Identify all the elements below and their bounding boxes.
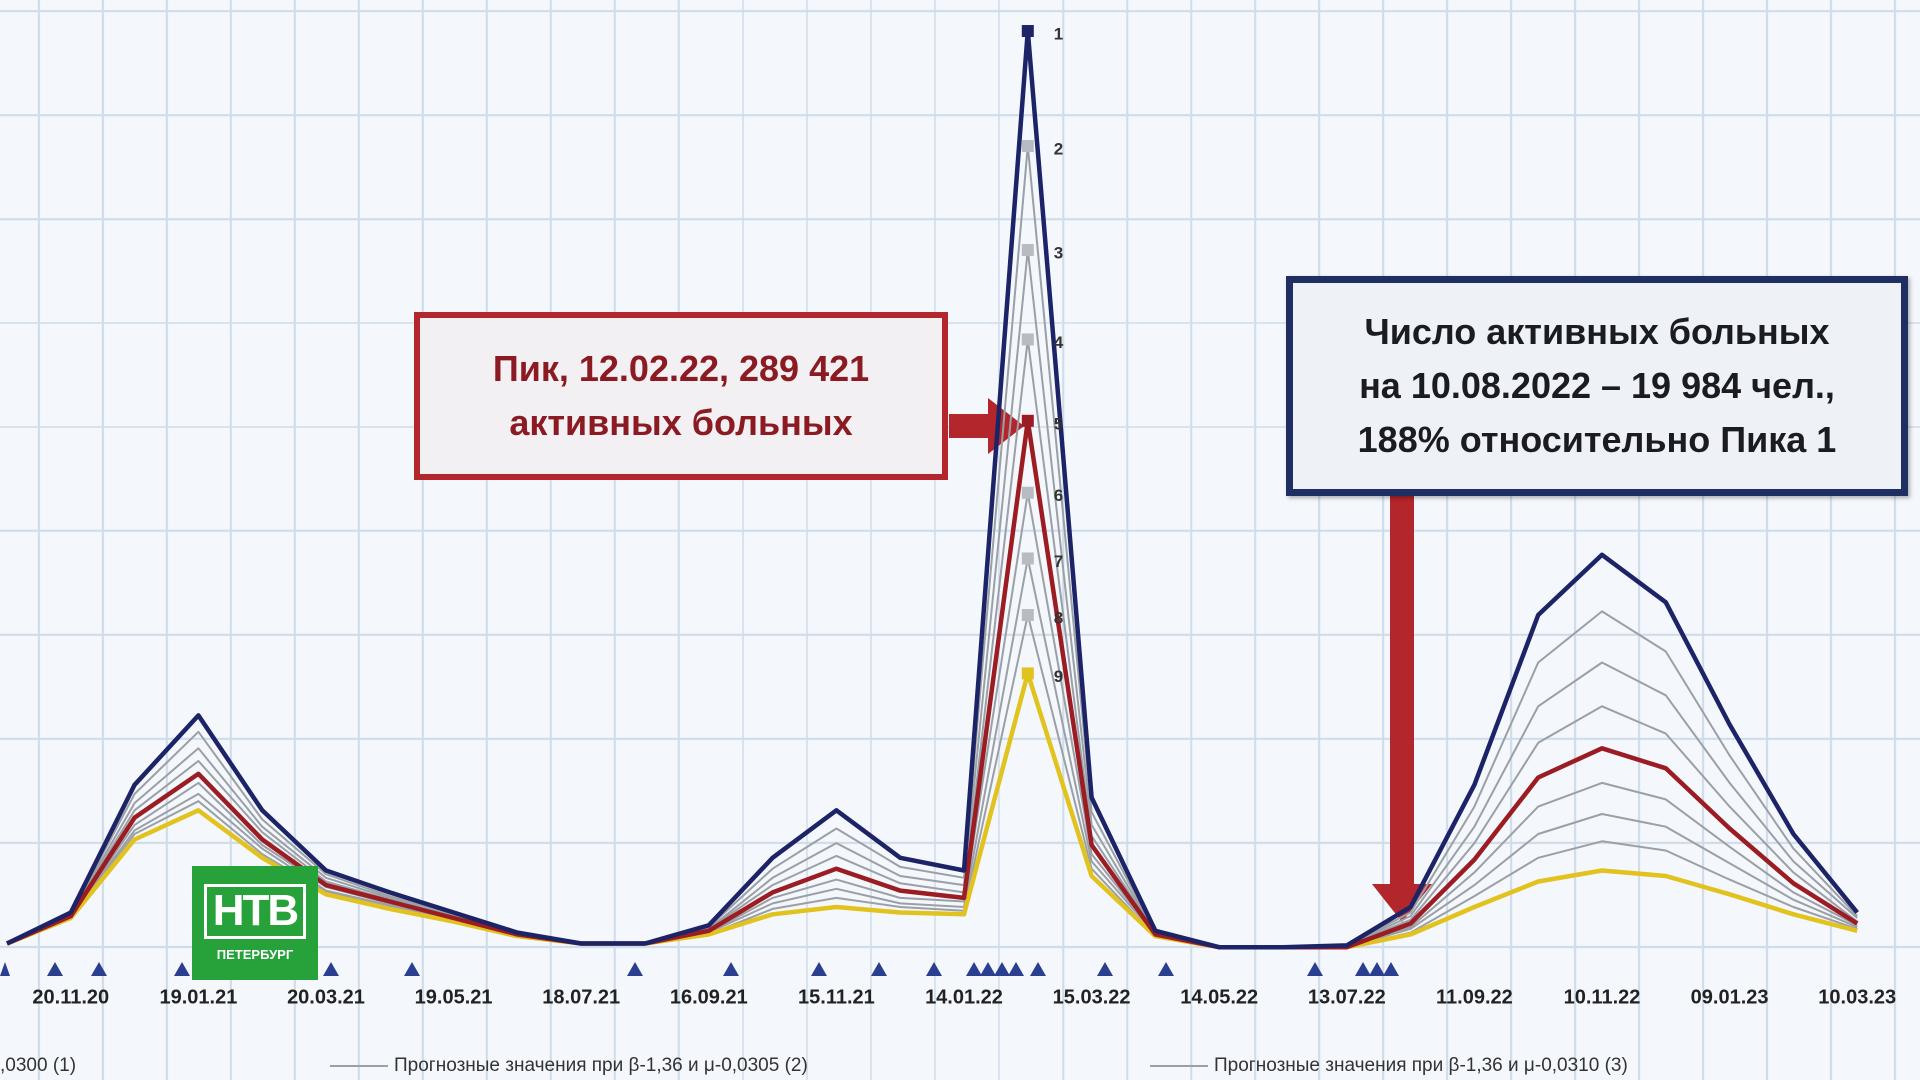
x-tick-label: 15.03.22 [1053, 986, 1131, 1008]
x-tick-label: 20.03.21 [287, 986, 365, 1008]
x-tick-label: 19.05.21 [415, 986, 493, 1008]
x-tick-label: 10.03.23 [1818, 986, 1896, 1008]
channel-logo: НТВ ПЕТЕРБУРГ [192, 866, 318, 980]
series-line [6, 145, 1858, 949]
event-markers [0, 962, 1399, 976]
x-tick-label: 19.01.21 [159, 986, 237, 1008]
peak-label: 5 [1054, 414, 1063, 433]
peak-callout: Пик, 12.02.22, 289 421 активных больных [414, 312, 948, 480]
peak-label: 4 [1054, 333, 1064, 352]
x-tick-label: 15.11.21 [798, 986, 875, 1008]
callout-line: Пик, 12.02.22, 289 421 [492, 348, 870, 389]
peak-label: 1 [1054, 25, 1063, 44]
peak-label: 8 [1054, 609, 1063, 628]
peak-label: 7 [1054, 552, 1063, 571]
peak-label: 2 [1054, 139, 1063, 158]
peak-marker [1021, 609, 1034, 622]
peak-label: 3 [1054, 244, 1063, 263]
legend-label: Прогнозные значения при β-1,36 и μ-0,030… [394, 1055, 808, 1076]
callout-line: на 10.08.2022 – 19 984 чел., [1359, 365, 1835, 406]
peak-label: 9 [1054, 667, 1063, 686]
peak-marker [1021, 667, 1034, 680]
callout-line: 188% относительно Пика 1 [1357, 419, 1837, 460]
x-tick-label: 13.07.22 [1308, 986, 1386, 1008]
x-tick-label: 16.09.21 [670, 986, 748, 1008]
peak-marker [1021, 244, 1034, 257]
peak-marker [1021, 140, 1034, 152]
x-tick-label: 20.11.20 [32, 986, 109, 1008]
x-tick-label: 18.07.21 [542, 986, 620, 1008]
x-tick-label: 11.09.22 [1436, 986, 1513, 1008]
series-line [6, 28, 1859, 950]
arrows [949, 398, 1432, 922]
x-tick-label: 09.01.23 [1691, 986, 1769, 1008]
x-tick-label: 10.11.22 [1564, 986, 1641, 1008]
peak-marker [1021, 486, 1034, 499]
peak-marker [1021, 552, 1034, 565]
peak-marker [1021, 25, 1034, 38]
logo-brand: НТВ [203, 884, 307, 939]
logo-city: ПЕТЕРБУРГ [216, 946, 294, 962]
x-tick-label: 14.01.22 [925, 986, 1003, 1008]
callout-line: Число активных больных [1364, 311, 1830, 352]
callout-line: активных больных [509, 402, 853, 443]
legend-label: ,0300 (1) [0, 1055, 76, 1076]
peak-label: 6 [1054, 486, 1063, 505]
legend-label: Прогнозные значения при β-1,36 и μ-0,031… [1214, 1055, 1628, 1076]
current-callout: Число активных больных на 10.08.2022 – 1… [1286, 276, 1908, 496]
peak-marker [1021, 333, 1034, 346]
peak-marker [1021, 414, 1034, 427]
x-tick-label: 14.05.22 [1180, 986, 1258, 1008]
